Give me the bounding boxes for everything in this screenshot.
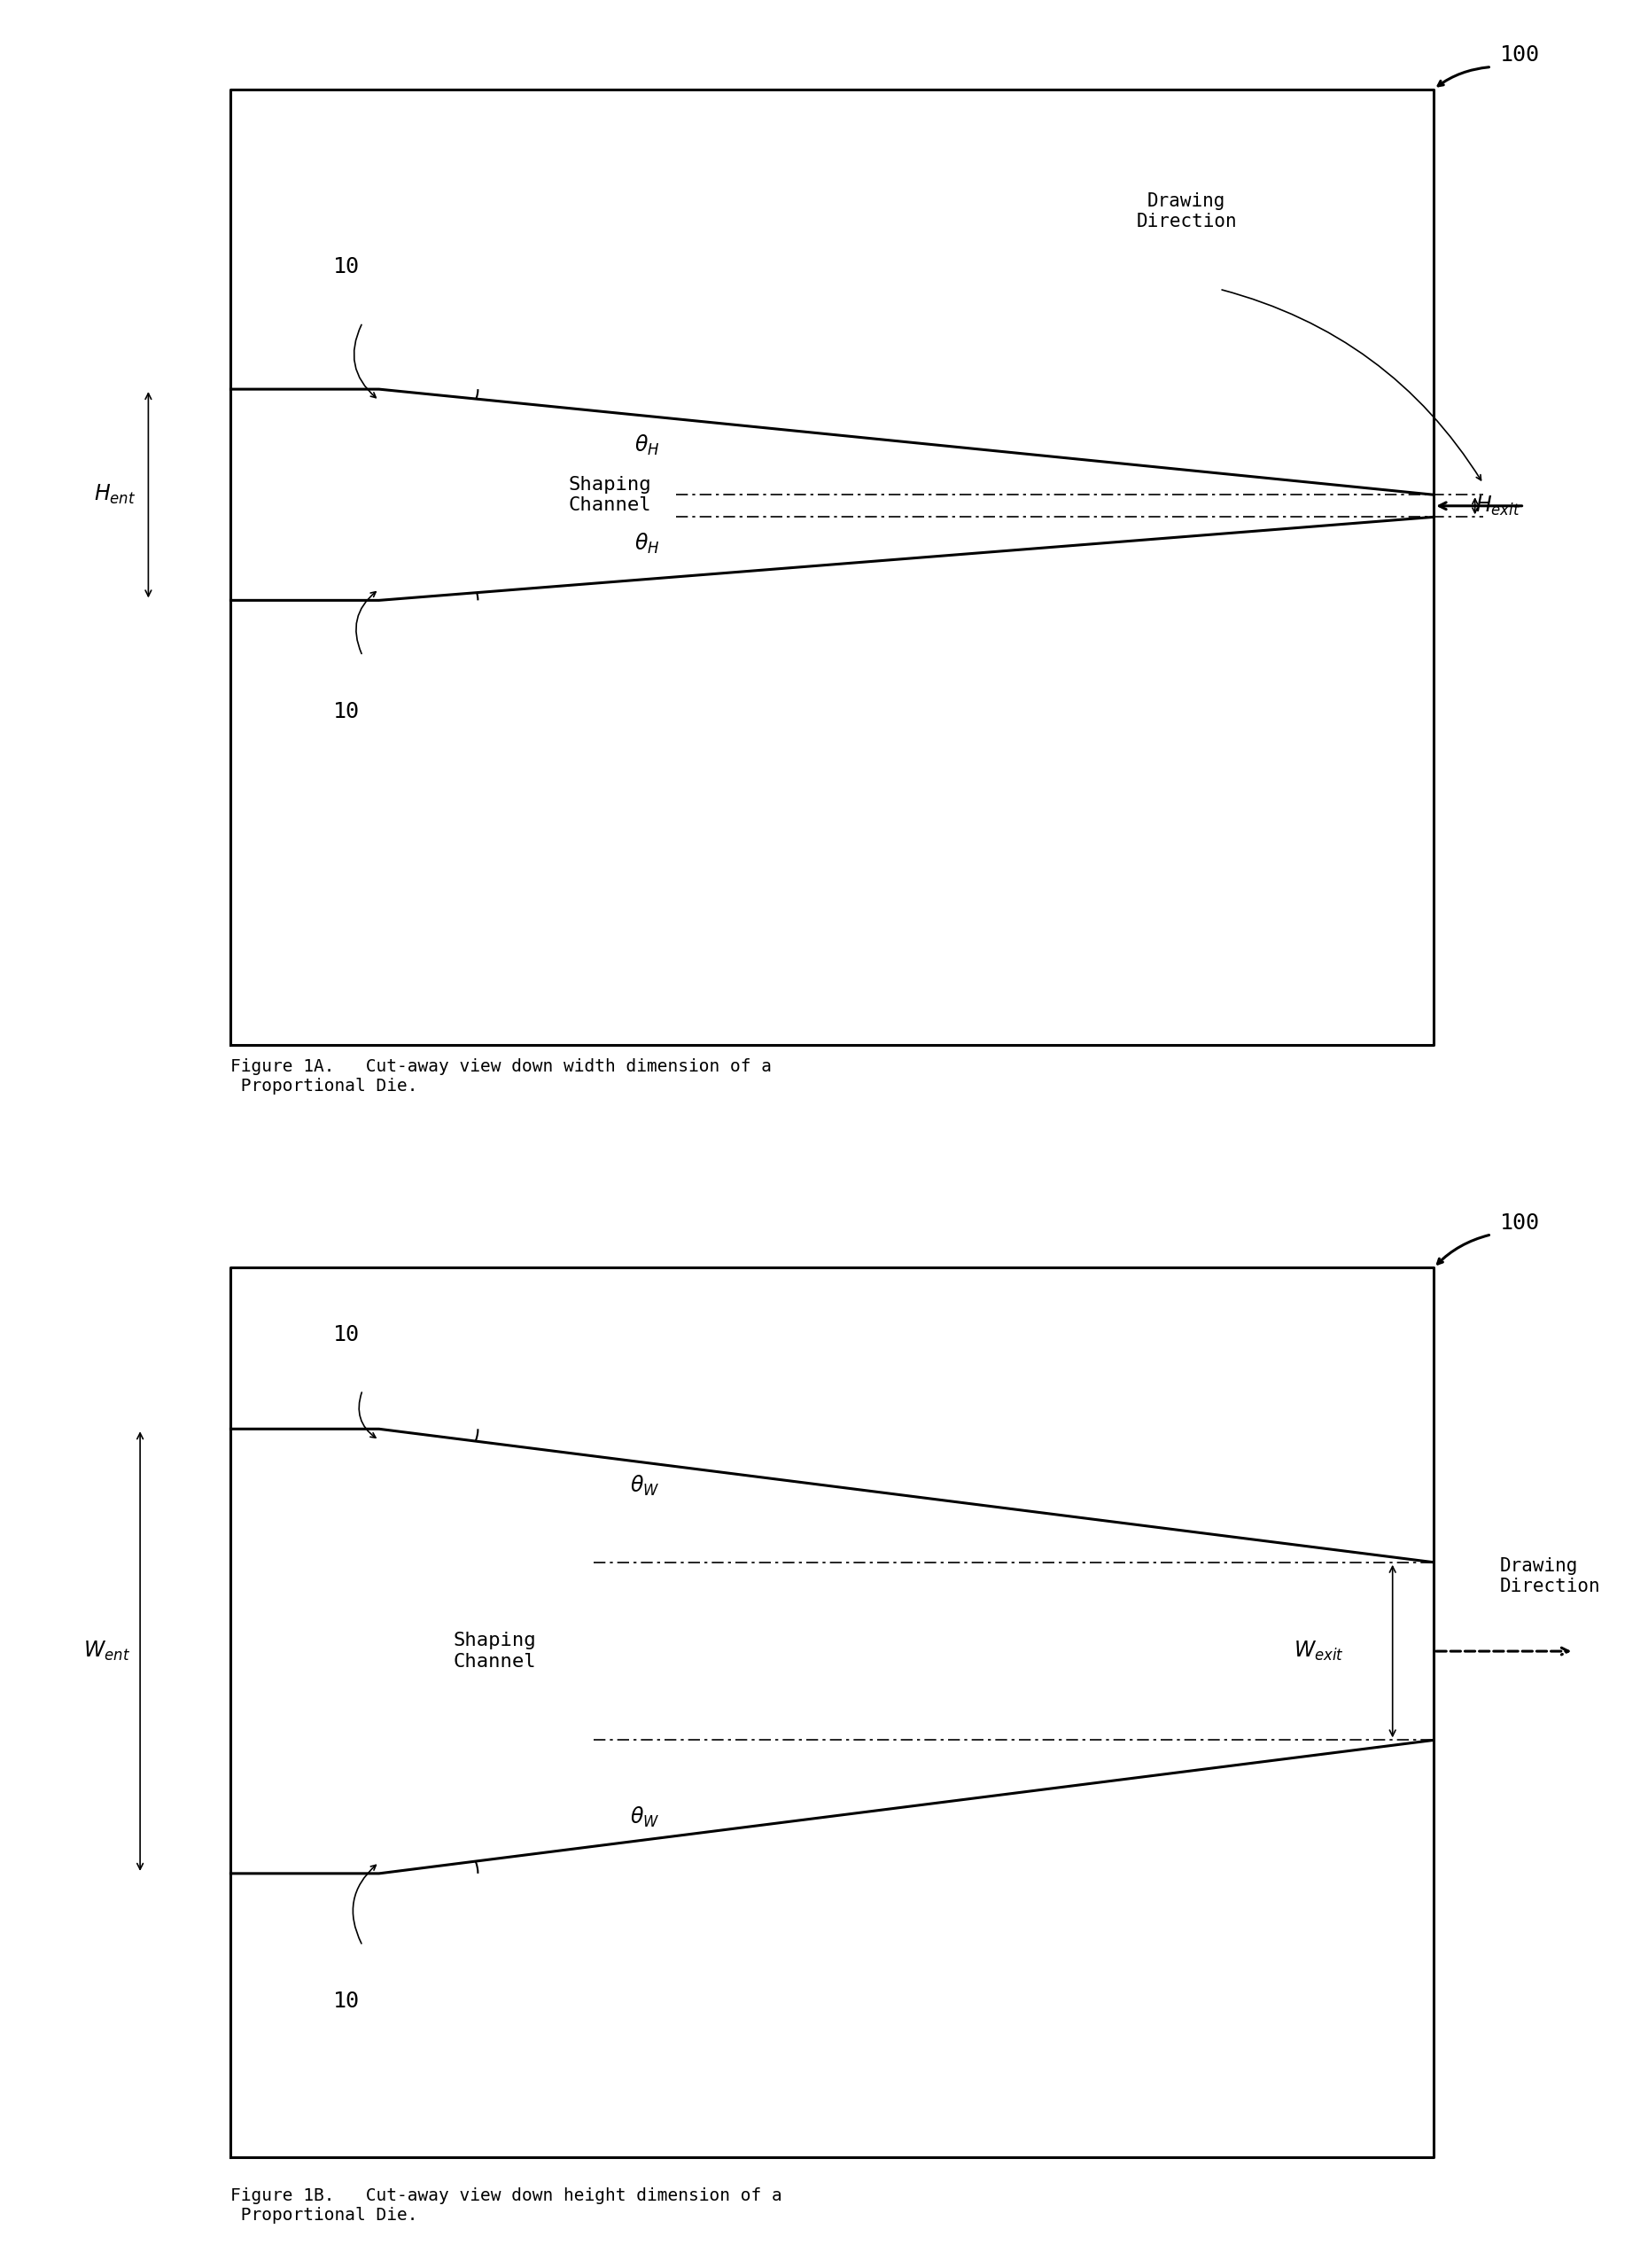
Text: $\theta_W$: $\theta_W$ (630, 1805, 659, 1828)
Text: $H_{ent}$: $H_{ent}$ (94, 483, 137, 506)
Text: $\theta_W$: $\theta_W$ (630, 1474, 659, 1497)
Text: 10: 10 (333, 1991, 359, 2012)
Text: 10: 10 (333, 701, 359, 721)
Text: $W_{ent}$: $W_{ent}$ (84, 1640, 130, 1662)
Text: Shaping
Channel: Shaping Channel (453, 1633, 536, 1669)
Text: 10: 10 (333, 256, 359, 277)
Text: Drawing
Direction: Drawing Direction (1500, 1558, 1600, 1597)
Text: 10: 10 (333, 1325, 359, 1345)
Text: $H_{exit}$: $H_{exit}$ (1475, 494, 1521, 517)
Text: 100: 100 (1500, 1211, 1539, 1234)
Text: 100: 100 (1500, 45, 1539, 66)
Text: Drawing
Direction: Drawing Direction (1135, 193, 1238, 231)
Text: $\theta_H$: $\theta_H$ (634, 531, 659, 556)
Text: Figure 1A.   Cut-away view down width dimension of a
 Proportional Die.: Figure 1A. Cut-away view down width dime… (231, 1059, 771, 1095)
Text: $W_{exit}$: $W_{exit}$ (1294, 1640, 1343, 1662)
Text: Shaping
Channel: Shaping Channel (569, 476, 651, 515)
Text: Figure 1B.   Cut-away view down height dimension of a
 Proportional Die.: Figure 1B. Cut-away view down height dim… (231, 2186, 783, 2223)
Text: $\theta_H$: $\theta_H$ (634, 433, 659, 458)
